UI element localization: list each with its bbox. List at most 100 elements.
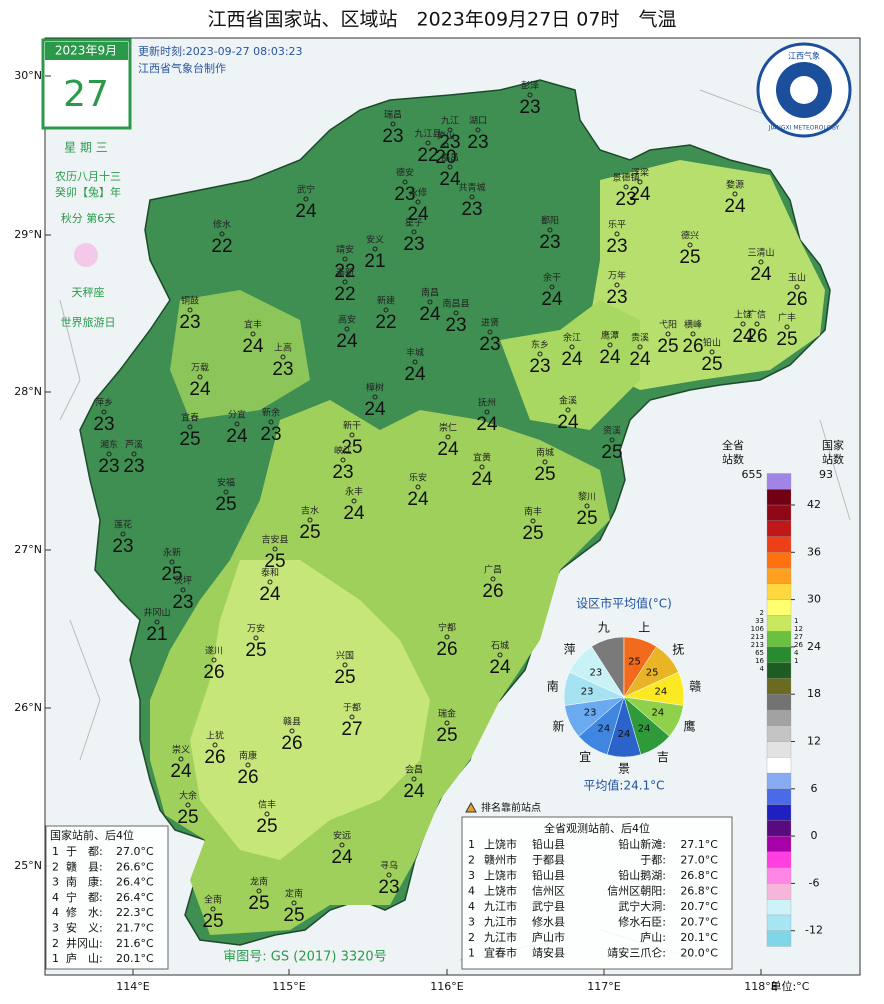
station-value: 26 [203, 662, 224, 683]
station-value: 25 [248, 893, 269, 914]
station-dot [665, 331, 671, 337]
station-value: 23 [467, 132, 488, 153]
total-count: 655 [742, 468, 763, 481]
station-name: 宜黄 [473, 452, 491, 464]
station-layer: 彭泽23瑞昌23九江23湖口23九江县22庐山20都昌24德安23永修24共青城… [93, 80, 807, 933]
station-value: 24 [419, 304, 441, 325]
all-rank-cell: 铅山鹅湖: [618, 868, 666, 882]
station-dot [607, 342, 613, 348]
station-value: 23 [93, 414, 114, 435]
station-name: 抚州 [478, 397, 496, 409]
station-value: 23 [98, 456, 119, 477]
national-rank-cell: 26.6°C [116, 860, 154, 873]
station-dot [264, 811, 270, 817]
color-band [766, 583, 792, 600]
all-rank-cell: 铅山新滩: [618, 837, 666, 851]
station-name: 南康 [239, 750, 257, 762]
national-rank-cell: 2 [52, 860, 59, 873]
station-value: 24 [629, 349, 651, 370]
station-value: 23 [519, 97, 540, 118]
station-value: 24 [343, 503, 365, 524]
station-name: 景德镇 [612, 172, 639, 184]
total-band-count: 33 [755, 617, 764, 625]
national-rank-cell: 1 [52, 952, 59, 965]
all-rank-cell: 庐山: [640, 930, 666, 944]
color-band [766, 725, 792, 742]
lon-label: 114°E [116, 980, 149, 993]
station-dot [569, 344, 575, 350]
station-name: 鄱阳 [541, 216, 559, 227]
legend-tick-label: 42 [807, 498, 821, 511]
pie-value: 24 [638, 723, 651, 734]
pie-value: 24 [651, 707, 664, 718]
station-dot [447, 164, 453, 170]
station-value: 25 [776, 329, 797, 350]
national-head: 国家 [822, 438, 844, 452]
calendar-month: 2023年9月 [55, 44, 117, 58]
station-name: 星子 [405, 218, 423, 229]
station-name: 南昌 [421, 287, 439, 299]
station-value: 24 [407, 489, 429, 510]
station-dot [427, 299, 433, 305]
station-dot [479, 464, 485, 470]
station-dot [623, 184, 629, 190]
station-dot [131, 451, 137, 457]
station-name: 共青城 [458, 182, 485, 194]
color-band [766, 772, 792, 789]
station-name: 金溪 [559, 395, 577, 407]
marker-icon [465, 801, 477, 813]
all-rank-cell: 2 [468, 854, 475, 867]
station-dot [303, 196, 309, 202]
station-name: 九江县 [414, 129, 441, 140]
station-name: 弋阳 [659, 319, 677, 331]
station-value: 24 [439, 169, 461, 190]
station-name: 信丰 [258, 799, 276, 811]
station-dot [469, 194, 475, 200]
station-name: 崇仁 [439, 422, 457, 434]
lat-label: 25°N [14, 859, 42, 872]
color-band [766, 473, 792, 490]
all-rank-cell: 1 [468, 947, 475, 960]
all-rank-cell: 九江市 [484, 915, 517, 929]
national-rank-cell: 4 [52, 891, 59, 904]
station-name: 广信 [748, 309, 766, 321]
color-band [766, 804, 792, 821]
national-rank-cell: 26.4°C [116, 876, 154, 889]
color-band [766, 899, 792, 916]
station-dot [690, 331, 696, 337]
station-value: 24 [336, 331, 358, 352]
station-name: 永丰 [345, 486, 363, 498]
station-value: 25 [283, 905, 304, 926]
station-name: 大余 [179, 790, 197, 802]
national-rank-cell: 修 水: [66, 905, 103, 919]
station-dot [351, 498, 357, 504]
station-value: 23 [260, 424, 281, 445]
pie-value: 24 [654, 687, 667, 698]
station-dot [120, 531, 126, 537]
all-rank-cell: 4 [468, 900, 475, 913]
all-rank-title: 全省观测站前、后4位 [544, 821, 650, 835]
station-value: 27 [341, 719, 362, 740]
station-value: 25 [245, 640, 266, 661]
color-band [766, 930, 792, 947]
station-name: 乐平 [608, 219, 626, 231]
station-value: 24 [489, 657, 511, 678]
all-rank-cell: 1 [468, 838, 475, 851]
station-name: 赣县 [283, 716, 301, 728]
province-shape [79, 79, 831, 946]
national-rank-cell: 20.1°C [116, 952, 154, 965]
solar-term: 秋分 第6天 [61, 211, 116, 225]
station-dot [291, 900, 297, 906]
station-dot [443, 142, 449, 148]
station-name: 安远 [333, 830, 351, 842]
total-band-count: 106 [751, 625, 765, 633]
lat-label: 30°N [14, 69, 42, 82]
station-value: 24 [471, 469, 493, 490]
national-band-count: 1 [794, 657, 798, 665]
pie-city: 赣 [689, 679, 701, 693]
station-dot [289, 728, 295, 734]
map-review-number: 审图号: GS (2017) 3320号 [223, 950, 386, 965]
east-zone [500, 300, 640, 430]
station-value: 25 [161, 564, 182, 585]
